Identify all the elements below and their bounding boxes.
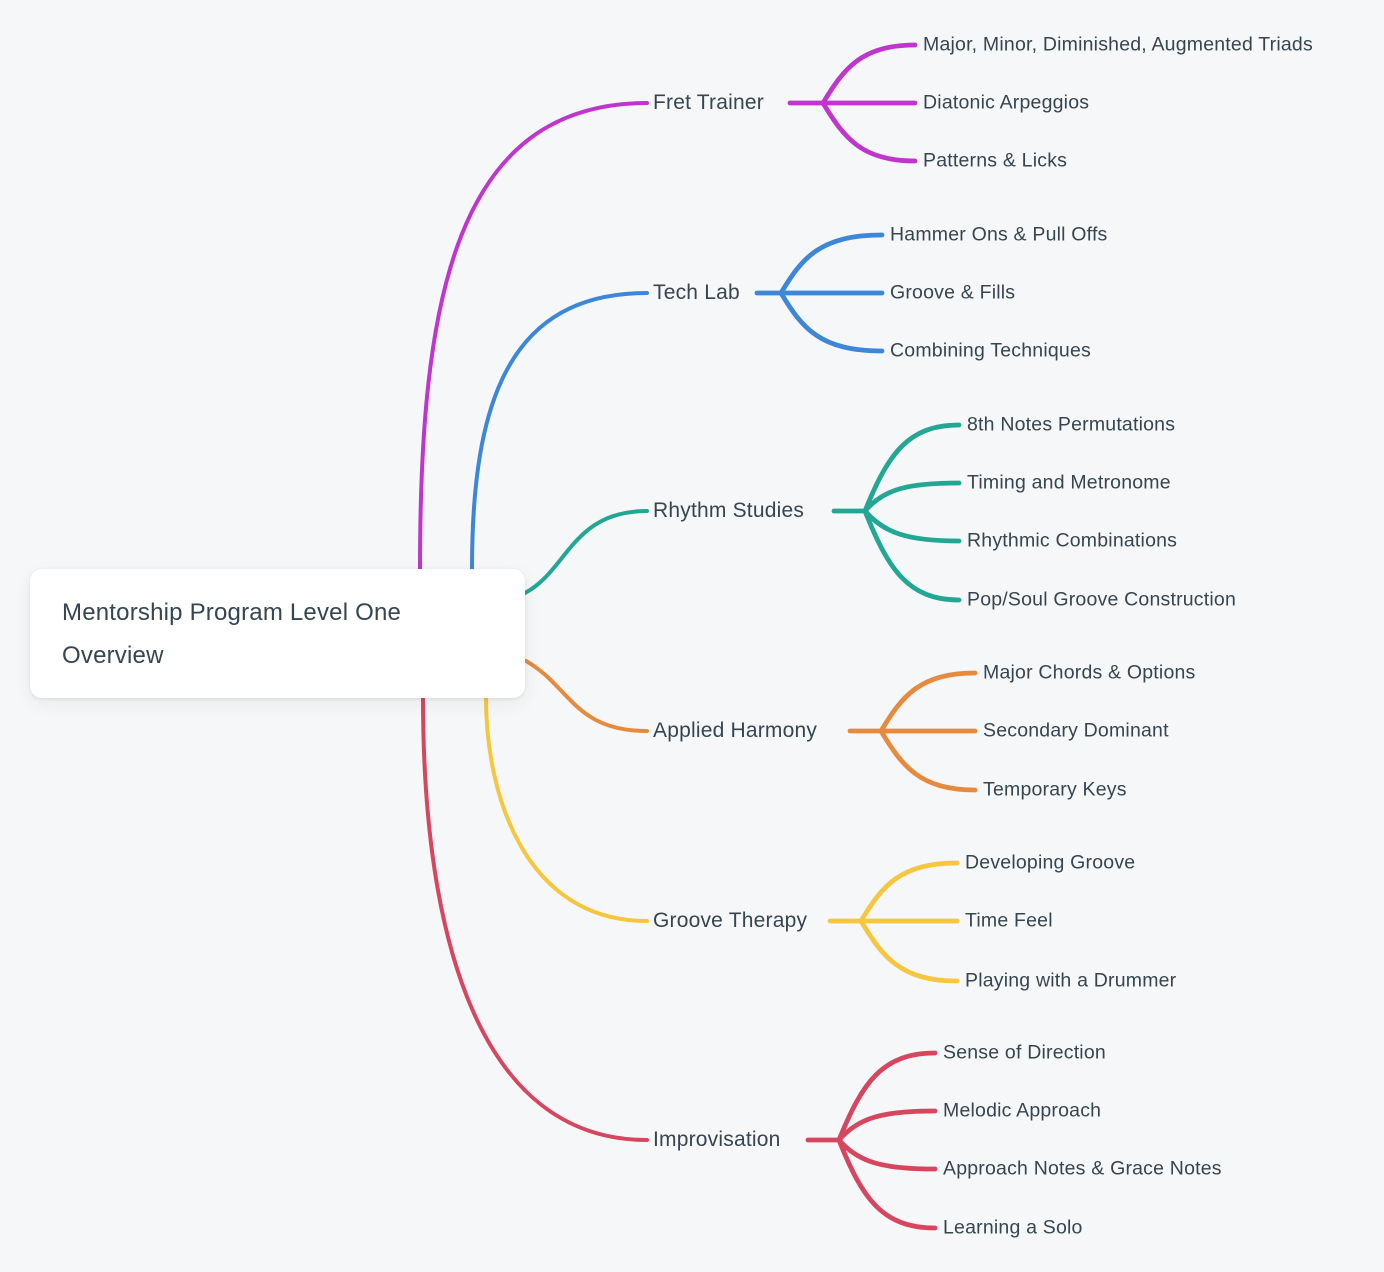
child-node[interactable]: Patterns & Licks bbox=[923, 149, 1068, 172]
root-branch-curve-groove-therapy bbox=[484, 696, 649, 923]
root-node[interactable]: Mentorship Program Level One Overview bbox=[30, 569, 525, 698]
root-node-title: Mentorship Program Level One Overview bbox=[62, 598, 402, 669]
branch-node-rhythm-studies[interactable]: Rhythm Studies bbox=[653, 499, 805, 522]
child-node[interactable]: Time Feel bbox=[965, 909, 1053, 932]
child-node[interactable]: Developing Groove bbox=[965, 851, 1136, 874]
branch-node-tech-lab[interactable]: Tech Lab bbox=[653, 281, 740, 304]
child-curve bbox=[862, 508, 962, 544]
child-curve bbox=[778, 290, 885, 354]
child-node[interactable]: Timing and Metronome bbox=[967, 471, 1171, 494]
root-branch-curve-applied-harmony bbox=[524, 659, 649, 733]
child-curve bbox=[878, 670, 978, 734]
child-curve bbox=[778, 232, 885, 296]
child-node[interactable]: Rhythmic Combinations bbox=[967, 529, 1178, 552]
child-node[interactable]: Learning a Solo bbox=[943, 1216, 1083, 1239]
child-curve bbox=[858, 860, 960, 924]
child-node[interactable]: Combining Techniques bbox=[890, 339, 1091, 362]
root-branch-curve-tech-lab bbox=[470, 291, 649, 571]
child-node[interactable]: Pop/Soul Groove Construction bbox=[967, 588, 1236, 611]
child-node[interactable]: Groove & Fills bbox=[890, 281, 1016, 304]
child-curve bbox=[836, 1137, 938, 1172]
child-curve bbox=[820, 42, 918, 106]
child-node[interactable]: Major Chords & Options bbox=[983, 661, 1196, 684]
child-curve bbox=[862, 422, 962, 514]
child-node[interactable]: Sense of Direction bbox=[943, 1041, 1106, 1064]
child-node[interactable]: 8th Notes Permutations bbox=[967, 413, 1176, 436]
root-branch-curve-rhythm-studies bbox=[523, 509, 649, 595]
child-node[interactable]: Temporary Keys bbox=[983, 778, 1127, 801]
child-node[interactable]: Approach Notes & Grace Notes bbox=[943, 1157, 1222, 1180]
child-node[interactable]: Secondary Dominant bbox=[983, 719, 1169, 742]
branch-node-fret-trainer[interactable]: Fret Trainer bbox=[653, 91, 764, 114]
child-curve bbox=[878, 728, 978, 793]
root-branch-curve-fret-trainer bbox=[418, 101, 649, 571]
root-branch-curve-improvisation bbox=[421, 696, 649, 1142]
child-node[interactable]: Melodic Approach bbox=[943, 1099, 1102, 1122]
child-node[interactable]: Hammer Ons & Pull Offs bbox=[890, 223, 1108, 246]
branch-node-improvisation[interactable]: Improvisation bbox=[653, 1128, 781, 1151]
child-curve bbox=[836, 1108, 938, 1143]
branch-node-applied-harmony[interactable]: Applied Harmony bbox=[653, 719, 818, 742]
child-node[interactable]: Diatonic Arpeggios bbox=[923, 91, 1090, 114]
child-curve bbox=[836, 1050, 938, 1143]
child-curve bbox=[836, 1137, 938, 1231]
child-curve bbox=[858, 918, 960, 984]
child-curve bbox=[820, 100, 918, 164]
child-node[interactable]: Playing with a Drummer bbox=[965, 969, 1177, 992]
child-curve bbox=[862, 508, 962, 603]
child-curve bbox=[862, 480, 962, 514]
branch-node-groove-therapy[interactable]: Groove Therapy bbox=[653, 909, 808, 932]
child-node[interactable]: Major, Minor, Diminished, Augmented Tria… bbox=[923, 33, 1313, 56]
